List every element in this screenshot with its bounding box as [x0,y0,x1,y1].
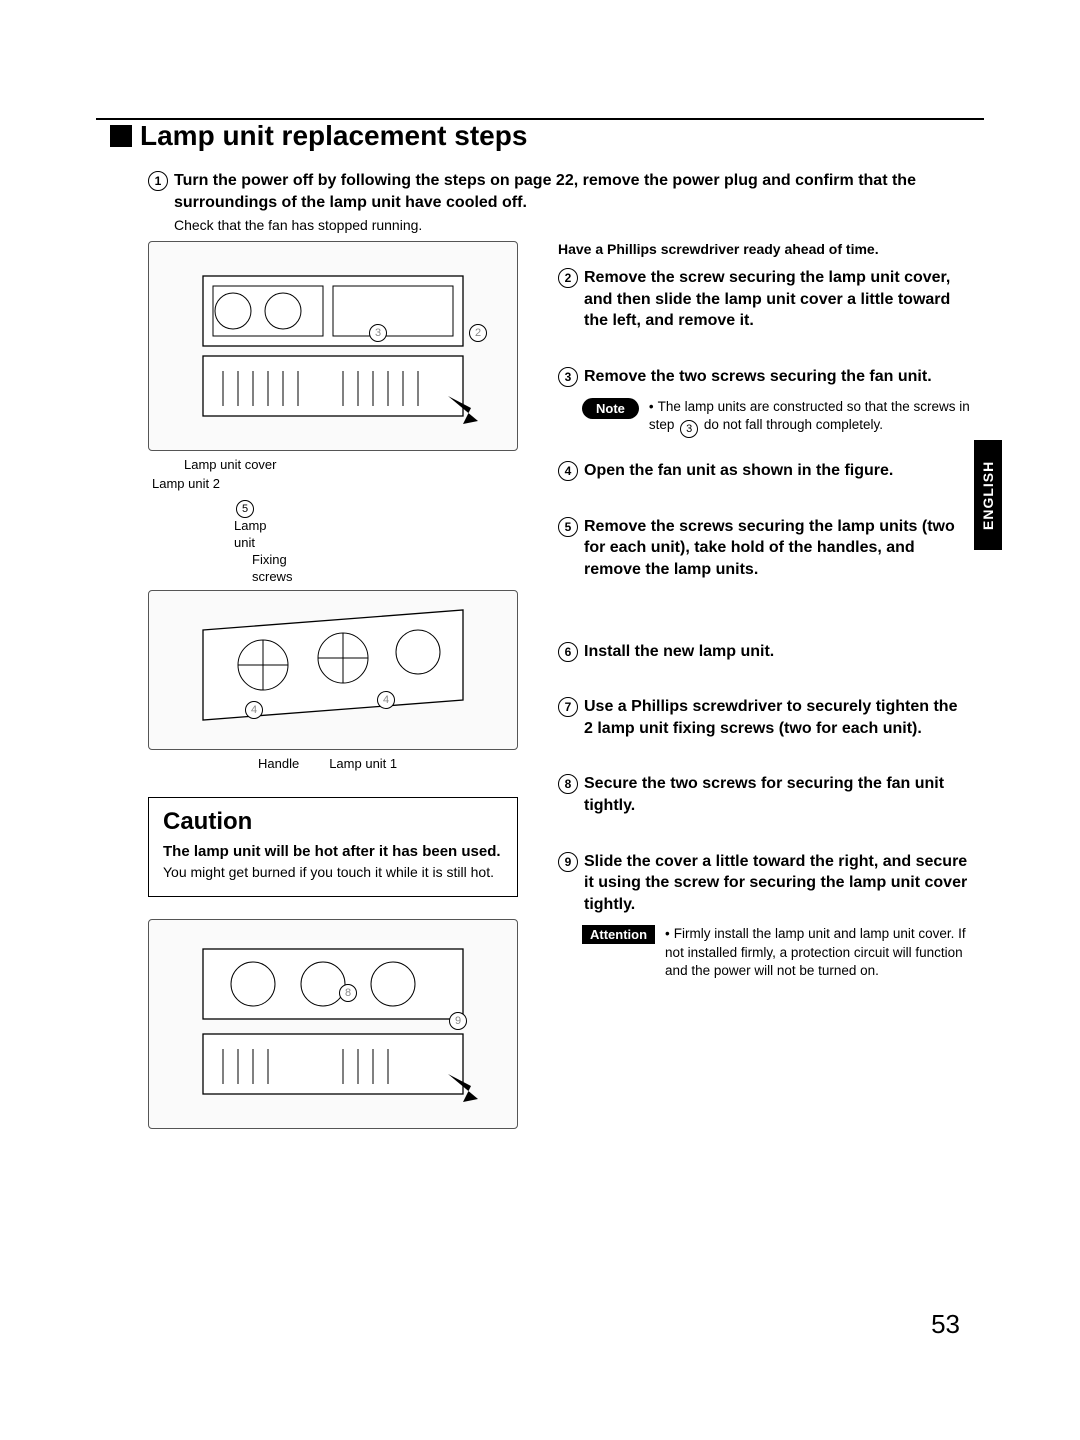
note3-body: •The lamp units are constructed so that … [649,398,970,439]
note3-post: do not fall through completely. [700,417,883,432]
note3-num: 3 [680,420,698,438]
figure-bottom: 8 9 [148,919,518,1129]
step-7: 7 Use a Phillips screwdriver to securely… [558,696,970,739]
callout-4a: 4 [245,701,263,719]
projector-cover-icon [183,256,483,436]
attention-body: •Firmly install the lamp unit and lamp u… [665,925,970,980]
page-title: Lamp unit replacement steps [140,120,527,152]
fig2-bottom-labels: Handle Lamp unit 1 [258,756,518,771]
language-tab: ENGLISH [974,440,1002,550]
right-column: Have a Phillips screwdriver ready ahead … [558,241,970,1128]
callout-2: 2 [469,324,487,342]
step9-text: Slide the cover a little toward the righ… [584,851,970,916]
callout-9: 9 [449,1012,467,1030]
label-handle: Handle [258,756,299,771]
step5-text: Remove the screws securing the lamp unit… [584,516,970,581]
figure-top: 3 2 [148,241,518,451]
step-number-4: 4 [558,461,578,481]
attention-badge: Attention [582,925,655,944]
step-number-7: 7 [558,697,578,717]
step-2: 2 Remove the screw securing the lamp uni… [558,267,970,332]
step-5: 5 Remove the screws securing the lamp un… [558,516,970,581]
step-number-1: 1 [148,171,168,191]
projector-reassemble-icon [183,934,483,1114]
caution-title: Caution [163,808,503,836]
caution-bold: The lamp unit will be hot after it has b… [163,842,503,862]
caution-body: You might get burned if you touch it whi… [163,863,503,881]
step3-text: Remove the two screws securing the fan u… [584,366,932,388]
label-lamp-unit-5: Lamp unit [234,518,267,550]
step-6: 6 Install the new lamp unit. [558,641,970,663]
step-number-3: 3 [558,367,578,387]
step7-text: Use a Phillips screwdriver to securely t… [584,696,970,739]
step-number-8: 8 [558,774,578,794]
title-square-icon [110,125,132,147]
top-rule [96,118,984,120]
two-column-layout: 3 2 Lamp unit cover Lamp unit 2 5Lamp un… [110,241,970,1128]
step1-subtext: Check that the fan has stopped running. [174,217,970,233]
figure-middle: 4 4 [148,590,518,750]
step-4: 4 Open the fan unit as shown in the figu… [558,460,970,482]
left-column: 3 2 Lamp unit cover Lamp unit 2 5Lamp un… [148,241,518,1128]
document-page: Lamp unit replacement steps 1 Turn the p… [0,0,1080,1440]
right-lead: Have a Phillips screwdriver ready ahead … [558,241,970,257]
title-row: Lamp unit replacement steps [110,120,970,152]
step1-text: Turn the power off by following the step… [174,170,970,213]
label-lamp-unit-cover: Lamp unit cover [184,457,518,472]
fig2-side-labels: 5Lamp unit Fixing screws [148,493,258,586]
step-number-2: 2 [558,268,578,288]
intro-block: 1 Turn the power off by following the st… [110,170,970,233]
label-lamp-unit-1: Lamp unit 1 [329,756,397,771]
step-number-9: 9 [558,852,578,872]
caution-box: Caution The lamp unit will be hot after … [148,797,518,897]
step-9: 9 Slide the cover a little toward the ri… [558,851,970,980]
note-badge: Note [582,398,639,419]
step-number-6: 6 [558,642,578,662]
step4-text: Open the fan unit as shown in the figure… [584,460,893,482]
callout-8: 8 [339,984,357,1002]
step2-text: Remove the screw securing the lamp unit … [584,267,970,332]
callout-5: 5 [236,500,254,518]
step-3: 3 Remove the two screws securing the fan… [558,366,970,438]
step6-text: Install the new lamp unit. [584,641,774,663]
note-step3: Note •The lamp units are constructed so … [582,398,970,439]
attention-text: Firmly install the lamp unit and lamp un… [665,926,966,977]
step-8: 8 Secure the two screws for securing the… [558,773,970,816]
step-number-5: 5 [558,517,578,537]
attention-step9: Attention •Firmly install the lamp unit … [582,925,970,980]
step8-text: Secure the two screws for securing the f… [584,773,970,816]
label-lamp-unit-2: Lamp unit 2 [152,476,518,491]
callout-4b: 4 [377,691,395,709]
label-fixing-screws: Fixing screws [234,552,292,586]
projector-open-icon [183,600,483,740]
page-number: 53 [931,1309,960,1340]
